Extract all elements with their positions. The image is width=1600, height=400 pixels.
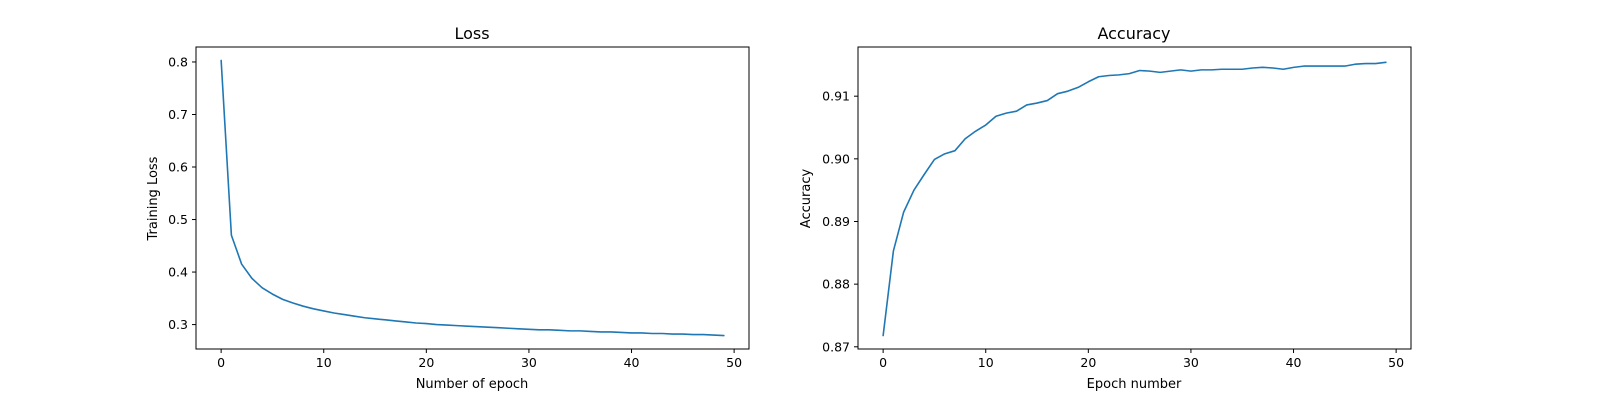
accuracy-chart-frame (857, 46, 1412, 350)
loss-chart-y-tick-label: 0.7 (168, 107, 188, 122)
accuracy-chart-x-tick-label: 50 (1388, 355, 1404, 370)
loss-chart-x-tick-label: 10 (316, 355, 332, 370)
accuracy-chart-x-tick-label: 0 (879, 355, 887, 370)
loss-chart-x-tick-label: 30 (521, 355, 537, 370)
loss-chart-y-tick-label: 0.4 (168, 265, 188, 280)
loss-chart-series-line (220, 59, 725, 337)
accuracy-chart-y-tick-label: 0.88 (822, 277, 850, 292)
loss-chart-y-tick-label: 0.5 (168, 212, 188, 227)
loss-chart-x-tick-label: 20 (418, 355, 434, 370)
loss-chart-x-tick-label: 0 (217, 355, 225, 370)
loss-chart-y-tick-label: 0.3 (168, 317, 188, 332)
loss-chart-x-tick-label: 50 (726, 355, 742, 370)
accuracy-chart-title: Accuracy (1097, 24, 1170, 43)
accuracy-chart-y-tick-label: 0.91 (822, 89, 850, 104)
accuracy-chart-y-tick-label: 0.90 (822, 151, 850, 166)
accuracy-chart-y-tick-label: 0.87 (822, 339, 850, 354)
loss-chart-x-tick-label: 40 (624, 355, 640, 370)
loss-chart-plot-area: 0 10 20 30 40 50 0.3 0.4 0.5 0.6 0.7 0.8 (168, 46, 750, 370)
loss-chart: Loss 0 10 20 30 40 50 0.3 0.4 0.5 0.6 0.7 0.8 Numbe… (146, 24, 750, 392)
accuracy-chart-x-axis-label: Epoch number (1087, 377, 1182, 392)
accuracy-chart-y-axis-label: Accuracy (799, 169, 814, 229)
accuracy-chart-y-tick-label: 0.89 (822, 214, 850, 229)
loss-chart-frame (195, 46, 750, 350)
accuracy-chart-x-tick-label: 30 (1183, 355, 1199, 370)
accuracy-chart-x-tick-label: 40 (1286, 355, 1302, 370)
accuracy-chart-series-line (882, 61, 1387, 337)
accuracy-chart-plot-area: 0 10 20 30 40 50 0.87 0.88 0.89 0.90 0.91 (822, 46, 1412, 370)
loss-chart-y-tick-label: 0.8 (168, 54, 188, 69)
loss-chart-y-tick-label: 0.6 (168, 160, 188, 175)
accuracy-chart: Accuracy 0 10 20 30 40 50 0.87 0.88 0.89 0.90 0.91… (799, 24, 1412, 392)
accuracy-chart-x-tick-label: 20 (1080, 355, 1096, 370)
accuracy-chart-x-tick-label: 10 (978, 355, 994, 370)
loss-chart-x-axis-label: Number of epoch (416, 377, 529, 392)
loss-chart-y-axis-label: Training Loss (146, 156, 161, 241)
loss-chart-title: Loss (454, 24, 489, 43)
